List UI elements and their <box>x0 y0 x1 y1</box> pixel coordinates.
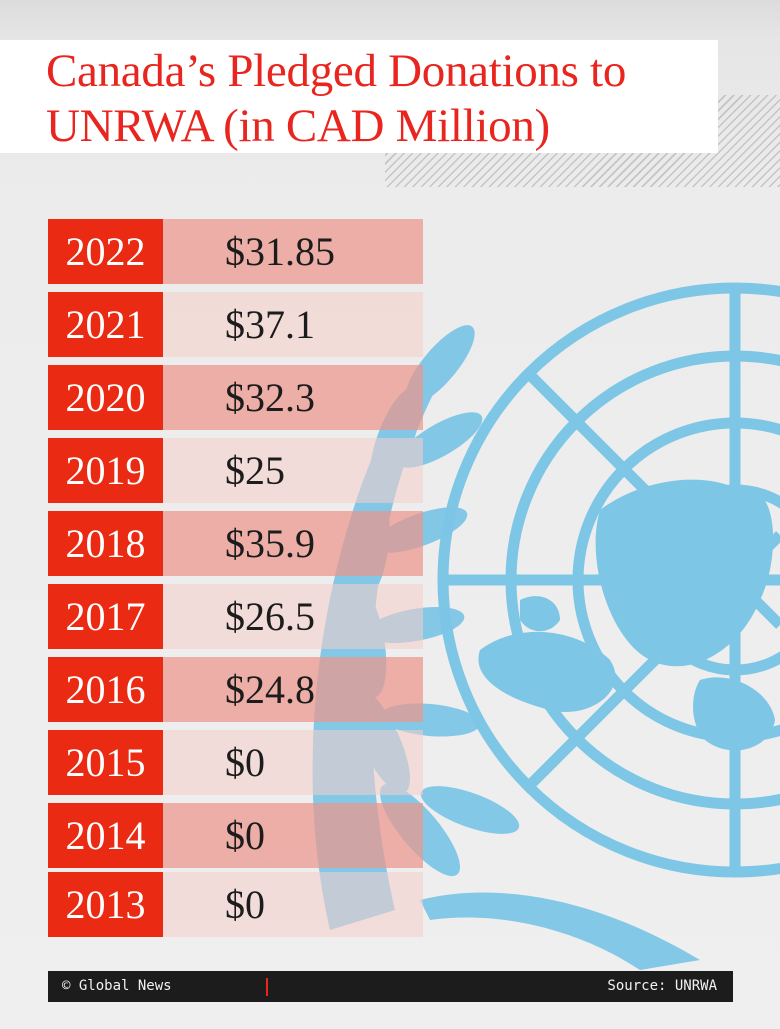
table-row: 2019 $25 <box>48 438 423 503</box>
year-cell: 2016 <box>48 657 163 722</box>
year-cell: 2018 <box>48 511 163 576</box>
year-cell: 2017 <box>48 584 163 649</box>
table-row: 2021 $37.1 <box>48 292 423 357</box>
year-cell: 2021 <box>48 292 163 357</box>
amount-cell: $0 <box>163 872 423 937</box>
table-row: 2017 $26.5 <box>48 584 423 649</box>
year-cell: 2015 <box>48 730 163 795</box>
table-row: 2015 $0 <box>48 730 423 795</box>
source-text: Source: UNRWA <box>607 978 717 994</box>
table-row: 2014 $0 <box>48 803 423 868</box>
table-row: 2013 $0 <box>48 872 423 937</box>
table-row: 2016 $24.8 <box>48 657 423 722</box>
year-cell: 2019 <box>48 438 163 503</box>
amount-cell: $35.9 <box>163 511 423 576</box>
footer-bar: © Global News Source: UNRWA <box>48 971 733 1002</box>
amount-cell: $0 <box>163 730 423 795</box>
amount-cell: $0 <box>163 803 423 868</box>
credit-text: © Global News <box>62 978 172 994</box>
title-banner <box>0 40 718 153</box>
amount-cell: $37.1 <box>163 292 423 357</box>
amount-cell: $31.85 <box>163 219 423 284</box>
table-row: 2020 $32.3 <box>48 365 423 430</box>
amount-cell: $24.8 <box>163 657 423 722</box>
footer-divider <box>266 978 268 996</box>
page-title: Canada’s Pledged Donations to UNRWA (in … <box>46 45 627 152</box>
amount-cell: $26.5 <box>163 584 423 649</box>
year-cell: 2020 <box>48 365 163 430</box>
year-cell: 2013 <box>48 872 163 937</box>
year-cell: 2014 <box>48 803 163 868</box>
year-cell: 2022 <box>48 219 163 284</box>
amount-cell: $32.3 <box>163 365 423 430</box>
table-row: 2022 $31.85 <box>48 219 423 284</box>
table-row: 2018 $35.9 <box>48 511 423 576</box>
amount-cell: $25 <box>163 438 423 503</box>
